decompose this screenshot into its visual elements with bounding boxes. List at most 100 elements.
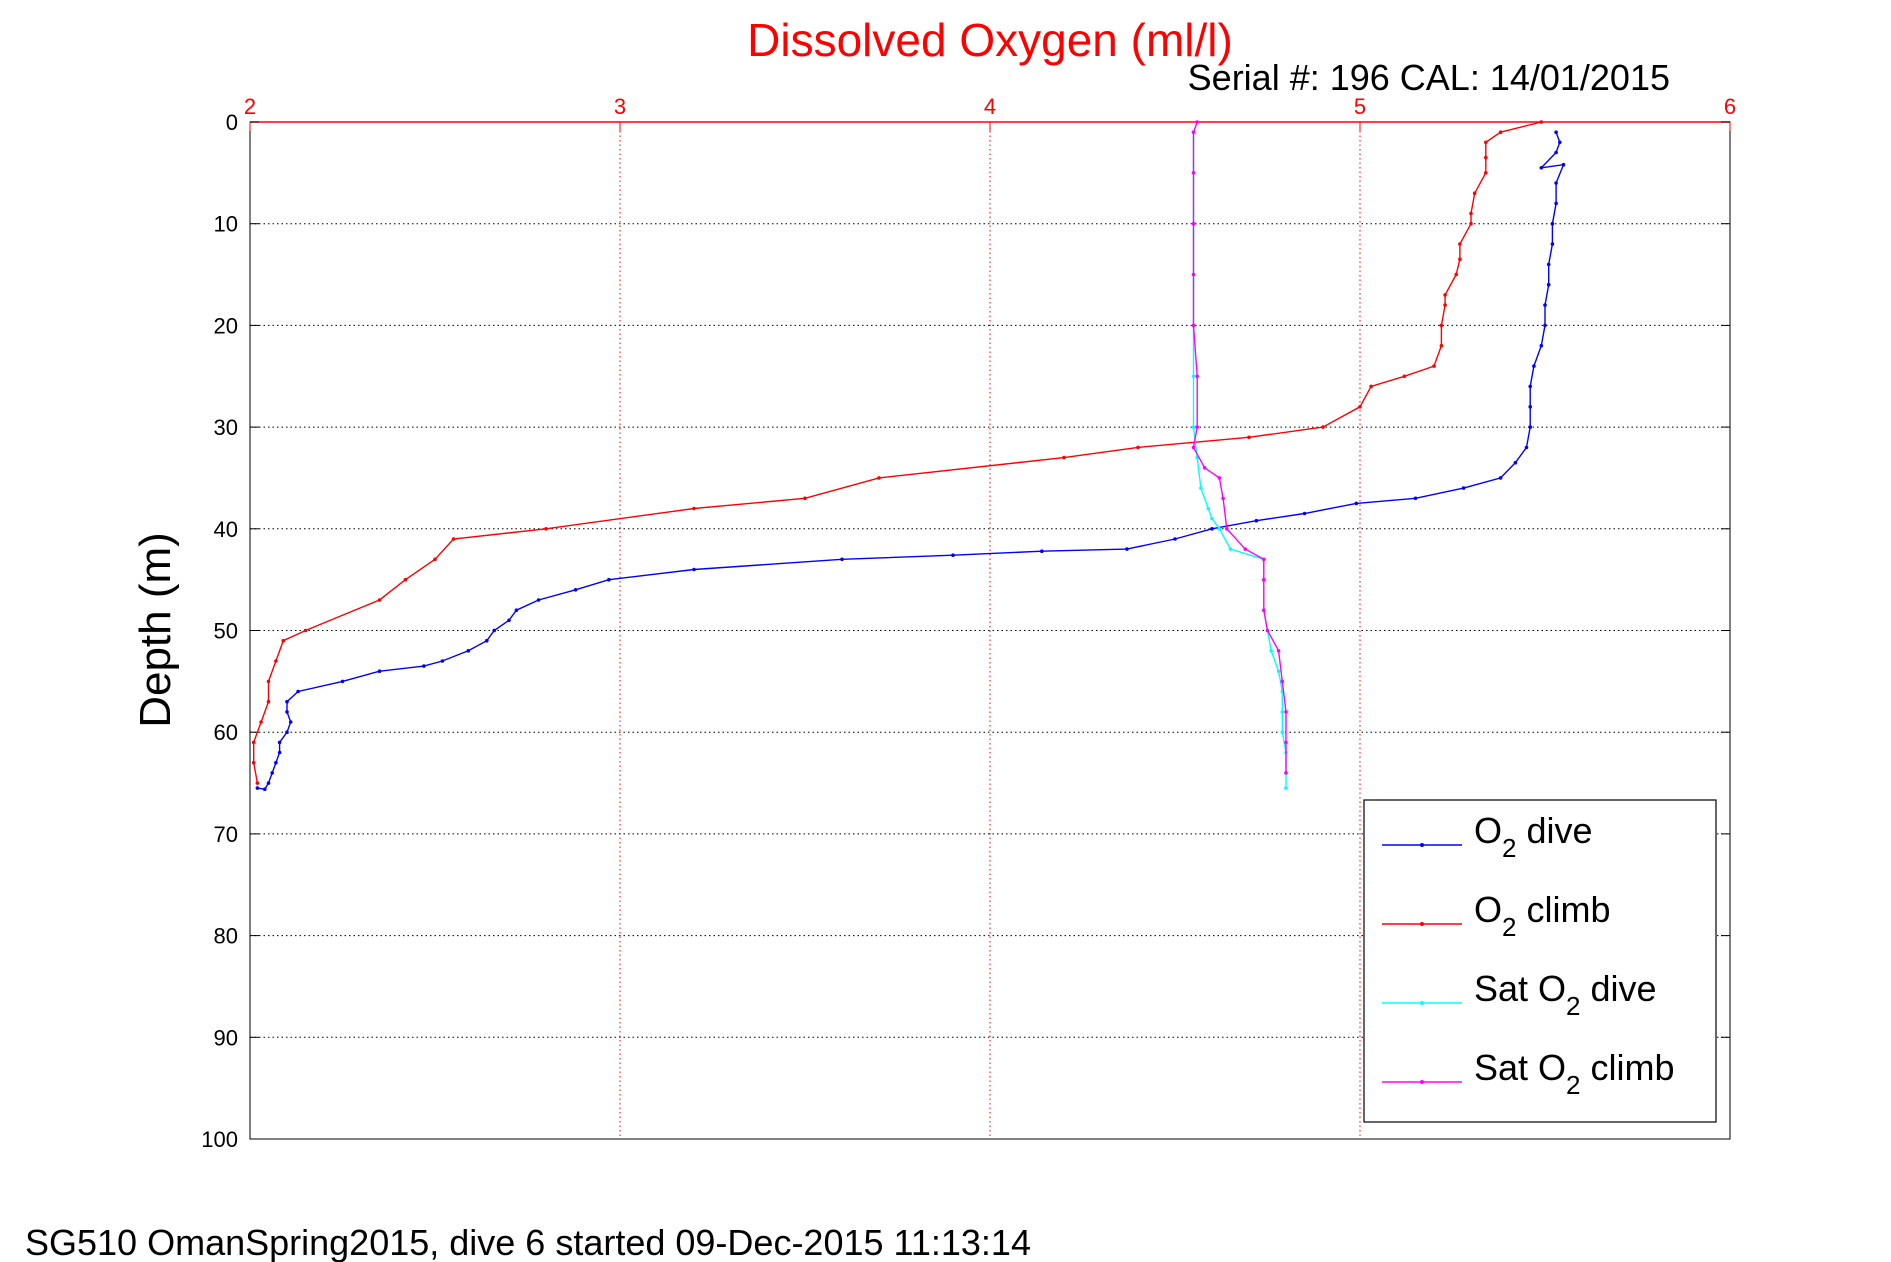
data-point (1284, 740, 1288, 745)
legend-label: O2 climb (1474, 889, 1611, 942)
data-point (1254, 518, 1259, 523)
data-point (1210, 527, 1214, 531)
y-tick-label: 50 (214, 619, 238, 644)
data-point (1546, 282, 1551, 287)
data-point (1225, 527, 1229, 531)
data-point (1554, 201, 1558, 206)
data-point (1469, 211, 1473, 216)
data-point (1191, 374, 1196, 379)
data-point (1191, 221, 1196, 226)
data-point (1539, 343, 1544, 348)
x-tick-label: 6 (1724, 94, 1736, 119)
data-point (877, 476, 881, 480)
data-point (1528, 384, 1532, 389)
y-tick-label: 80 (214, 924, 238, 949)
data-point (1532, 364, 1536, 368)
data-point (451, 537, 456, 541)
data-point (1191, 171, 1196, 175)
data-point (263, 787, 267, 791)
data-point (1458, 242, 1462, 246)
data-point (544, 527, 548, 531)
data-point (1550, 242, 1555, 246)
data-point (1498, 130, 1503, 134)
data-point (466, 649, 471, 653)
data-point (1243, 547, 1248, 551)
data-point (492, 628, 497, 633)
data-point (1539, 120, 1544, 124)
data-point (1413, 496, 1418, 501)
y-tick-label: 10 (214, 212, 238, 237)
data-point (1458, 257, 1462, 262)
y-tick-label: 60 (214, 720, 238, 745)
data-point (1040, 549, 1044, 553)
y-axis-label: Depth (m) (131, 532, 180, 728)
series-line (257, 131, 1565, 790)
data-point (1228, 547, 1233, 551)
data-point (281, 638, 286, 643)
data-point (1210, 516, 1214, 521)
legend-box (1363, 799, 1717, 1123)
data-point (1528, 405, 1532, 409)
data-point (1262, 557, 1266, 562)
data-point (259, 720, 263, 724)
data-point (1543, 323, 1547, 328)
data-point (1513, 460, 1518, 465)
data-point (840, 557, 844, 562)
data-point (266, 781, 271, 785)
data-point (1276, 649, 1281, 653)
data-point (1217, 527, 1222, 531)
data-point (251, 760, 256, 765)
data-point (1284, 771, 1288, 775)
data-point (1554, 130, 1558, 134)
data-point (1369, 384, 1373, 389)
data-point (433, 557, 437, 562)
data-point (288, 720, 293, 724)
data-point (1125, 547, 1129, 551)
data-point (1195, 120, 1199, 124)
data-point (1247, 435, 1251, 440)
data-point (1206, 506, 1211, 511)
data-point (1195, 425, 1199, 429)
x-tick-label: 2 (244, 94, 256, 119)
data-point (1432, 364, 1436, 368)
legend-marker (1420, 1001, 1424, 1005)
legend-marker (1420, 843, 1424, 847)
data-point (1469, 221, 1473, 226)
data-point (377, 669, 382, 673)
data-point (1280, 730, 1285, 734)
chart-title: Dissolved Oxygen (ml/l) (747, 14, 1233, 66)
data-point (422, 664, 426, 668)
x-tick-label: 4 (984, 94, 996, 119)
data-point (1191, 425, 1196, 429)
y-tick-label: 70 (214, 822, 238, 847)
y-tick-label: 100 (201, 1127, 238, 1152)
data-point (485, 638, 489, 643)
data-point (1354, 501, 1359, 506)
data-point (1199, 486, 1203, 490)
data-point (1484, 155, 1488, 160)
series-line (1192, 132, 1287, 789)
data-point (1554, 181, 1558, 185)
data-point (536, 598, 541, 602)
data-point (1561, 162, 1566, 167)
data-point (1269, 649, 1273, 653)
data-point (266, 679, 271, 684)
data-point (1524, 445, 1529, 450)
data-point (403, 577, 408, 582)
data-point (1558, 140, 1562, 145)
series-line (1192, 121, 1287, 773)
series-sat-o2-climb (1191, 120, 1288, 775)
chart-subtitle: Serial #: 196 CAL: 14/01/2015 (1188, 57, 1670, 98)
data-point (377, 598, 382, 602)
legend-label: Sat O2 climb (1474, 1047, 1675, 1100)
data-point (303, 628, 308, 633)
data-point (274, 760, 278, 765)
data-point (1276, 669, 1281, 673)
data-point (1439, 323, 1444, 328)
legend-marker (1420, 1080, 1424, 1084)
data-point (1498, 476, 1503, 480)
series-layer (251, 120, 1566, 791)
data-point (1550, 221, 1555, 226)
data-point (1472, 191, 1477, 195)
data-point (1262, 608, 1266, 612)
